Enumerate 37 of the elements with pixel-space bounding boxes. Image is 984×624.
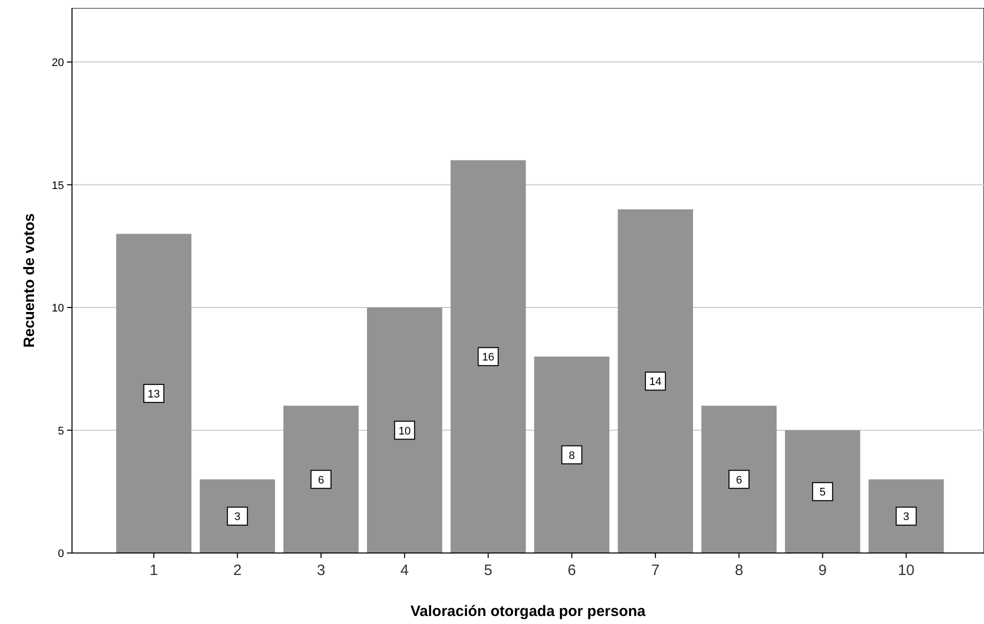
data-label: 5 (820, 486, 826, 499)
data-label: 3 (903, 511, 910, 524)
data-label: 8 (568, 450, 575, 462)
x-tick-label: 5 (484, 562, 492, 579)
x-tick-label: 4 (400, 562, 409, 579)
bar (283, 406, 359, 553)
y-tick-label: 20 (52, 57, 64, 70)
bar (450, 160, 526, 553)
y-tick-label: 0 (58, 548, 64, 560)
x-tick-label: 9 (818, 562, 827, 579)
y-tick-label: 10 (52, 302, 64, 315)
bar (784, 430, 860, 553)
bar (618, 209, 694, 553)
x-tick-label: 8 (734, 562, 744, 579)
y-tick-label: 5 (58, 425, 64, 438)
data-label: 13 (148, 388, 160, 400)
data-label: 10 (398, 425, 411, 438)
data-label: 16 (482, 352, 494, 364)
x-tick-label: 1 (150, 562, 158, 579)
bar (868, 479, 944, 553)
x-tick-label: 2 (233, 562, 242, 579)
x-tick-label: 10 (898, 562, 915, 579)
x-axis-title: Valoración otorgada por persona (410, 603, 646, 620)
bar (534, 356, 610, 553)
y-tick-label: 15 (52, 180, 64, 192)
data-label: 3 (234, 511, 240, 524)
x-tick-label: 7 (651, 562, 660, 579)
bar (701, 406, 777, 553)
y-axis-title: Recuento de votos (21, 213, 38, 348)
data-label: 14 (649, 376, 662, 388)
bar (200, 479, 276, 553)
data-label: 6 (318, 474, 324, 486)
x-tick-label: 6 (568, 562, 576, 579)
x-tick-label: 3 (316, 562, 326, 579)
bar (366, 308, 442, 553)
bar (116, 234, 192, 553)
data-label: 6 (736, 474, 742, 486)
